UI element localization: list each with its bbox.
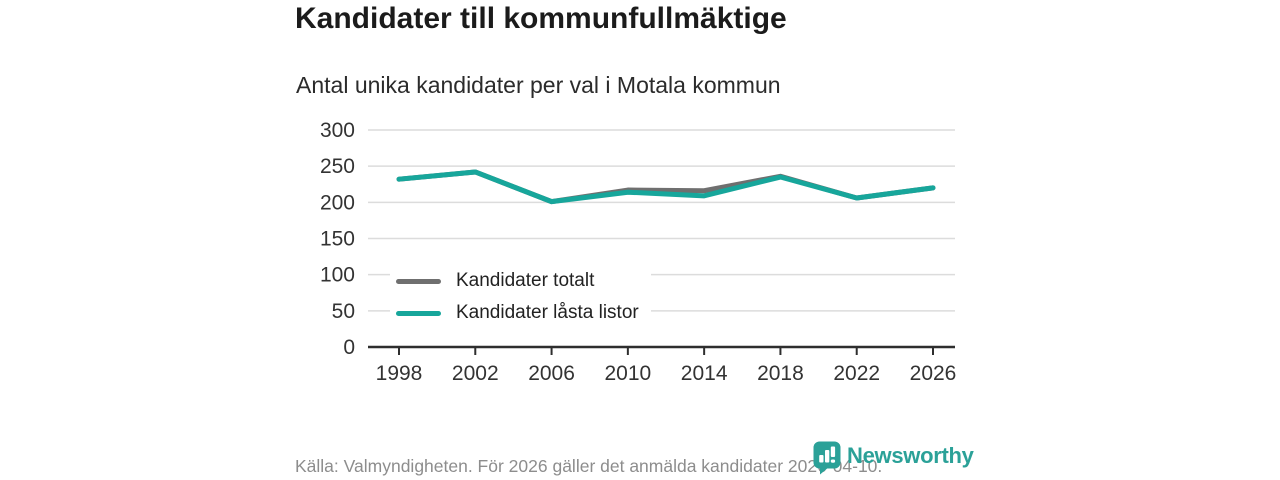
source-note: Källa: Valmyndigheten. För 2026 gäller d… <box>295 456 883 476</box>
x-tick-label: 2014 <box>681 362 728 385</box>
y-tick-label: 100 <box>320 264 355 287</box>
legend-label: Kandidater låsta listor <box>456 302 639 323</box>
legend-label: Kandidater totalt <box>456 270 595 291</box>
x-tick-label: 2018 <box>757 362 804 385</box>
chart-title: Kandidater till kommunfullmäktige <box>295 2 787 35</box>
legend-swatch-gray-line <box>396 278 441 284</box>
legend-item-locked-lists: Kandidater låsta listor <box>390 299 651 327</box>
newsworthy-icon <box>813 441 841 475</box>
series-line-teal <box>396 169 936 205</box>
y-tick-label: 50 <box>332 300 355 323</box>
y-tick-label: 150 <box>320 228 355 251</box>
x-tick-label: 2002 <box>452 362 499 385</box>
x-tick-label: 2022 <box>833 362 880 385</box>
x-tick-label: 1998 <box>376 362 423 385</box>
newsworthy-logo: Newsworthy <box>812 440 974 475</box>
x-tick-label: 2026 <box>910 362 957 385</box>
chart-legend: Kandidater totalt Kandidater låsta listo… <box>390 267 651 327</box>
y-tick-label: 200 <box>320 191 355 214</box>
y-tick-label: 250 <box>320 155 355 178</box>
legend-item-total: Kandidater totalt <box>390 267 651 295</box>
x-tick-label: 2006 <box>528 362 575 385</box>
legend-swatch-teal-line <box>396 310 441 316</box>
x-tick-label: 2010 <box>604 362 651 385</box>
y-tick-label: 0 <box>343 336 355 359</box>
chart-canvas: 0 50 100 150 200 250 300 1998 2002 2006 2010 2014 20… <box>320 119 957 385</box>
line-chart: 0 50 100 150 200 250 300 1998 2002 2006 2010 2014 20… <box>295 115 985 395</box>
y-tick-label: 300 <box>320 119 355 142</box>
footer: Källa: Valmyndigheten. För 2026 gäller d… <box>295 441 985 480</box>
chart-subtitle: Antal unika kandidater per val i Motala … <box>296 72 781 98</box>
newsworthy-wordmark: Newsworthy <box>847 442 974 468</box>
